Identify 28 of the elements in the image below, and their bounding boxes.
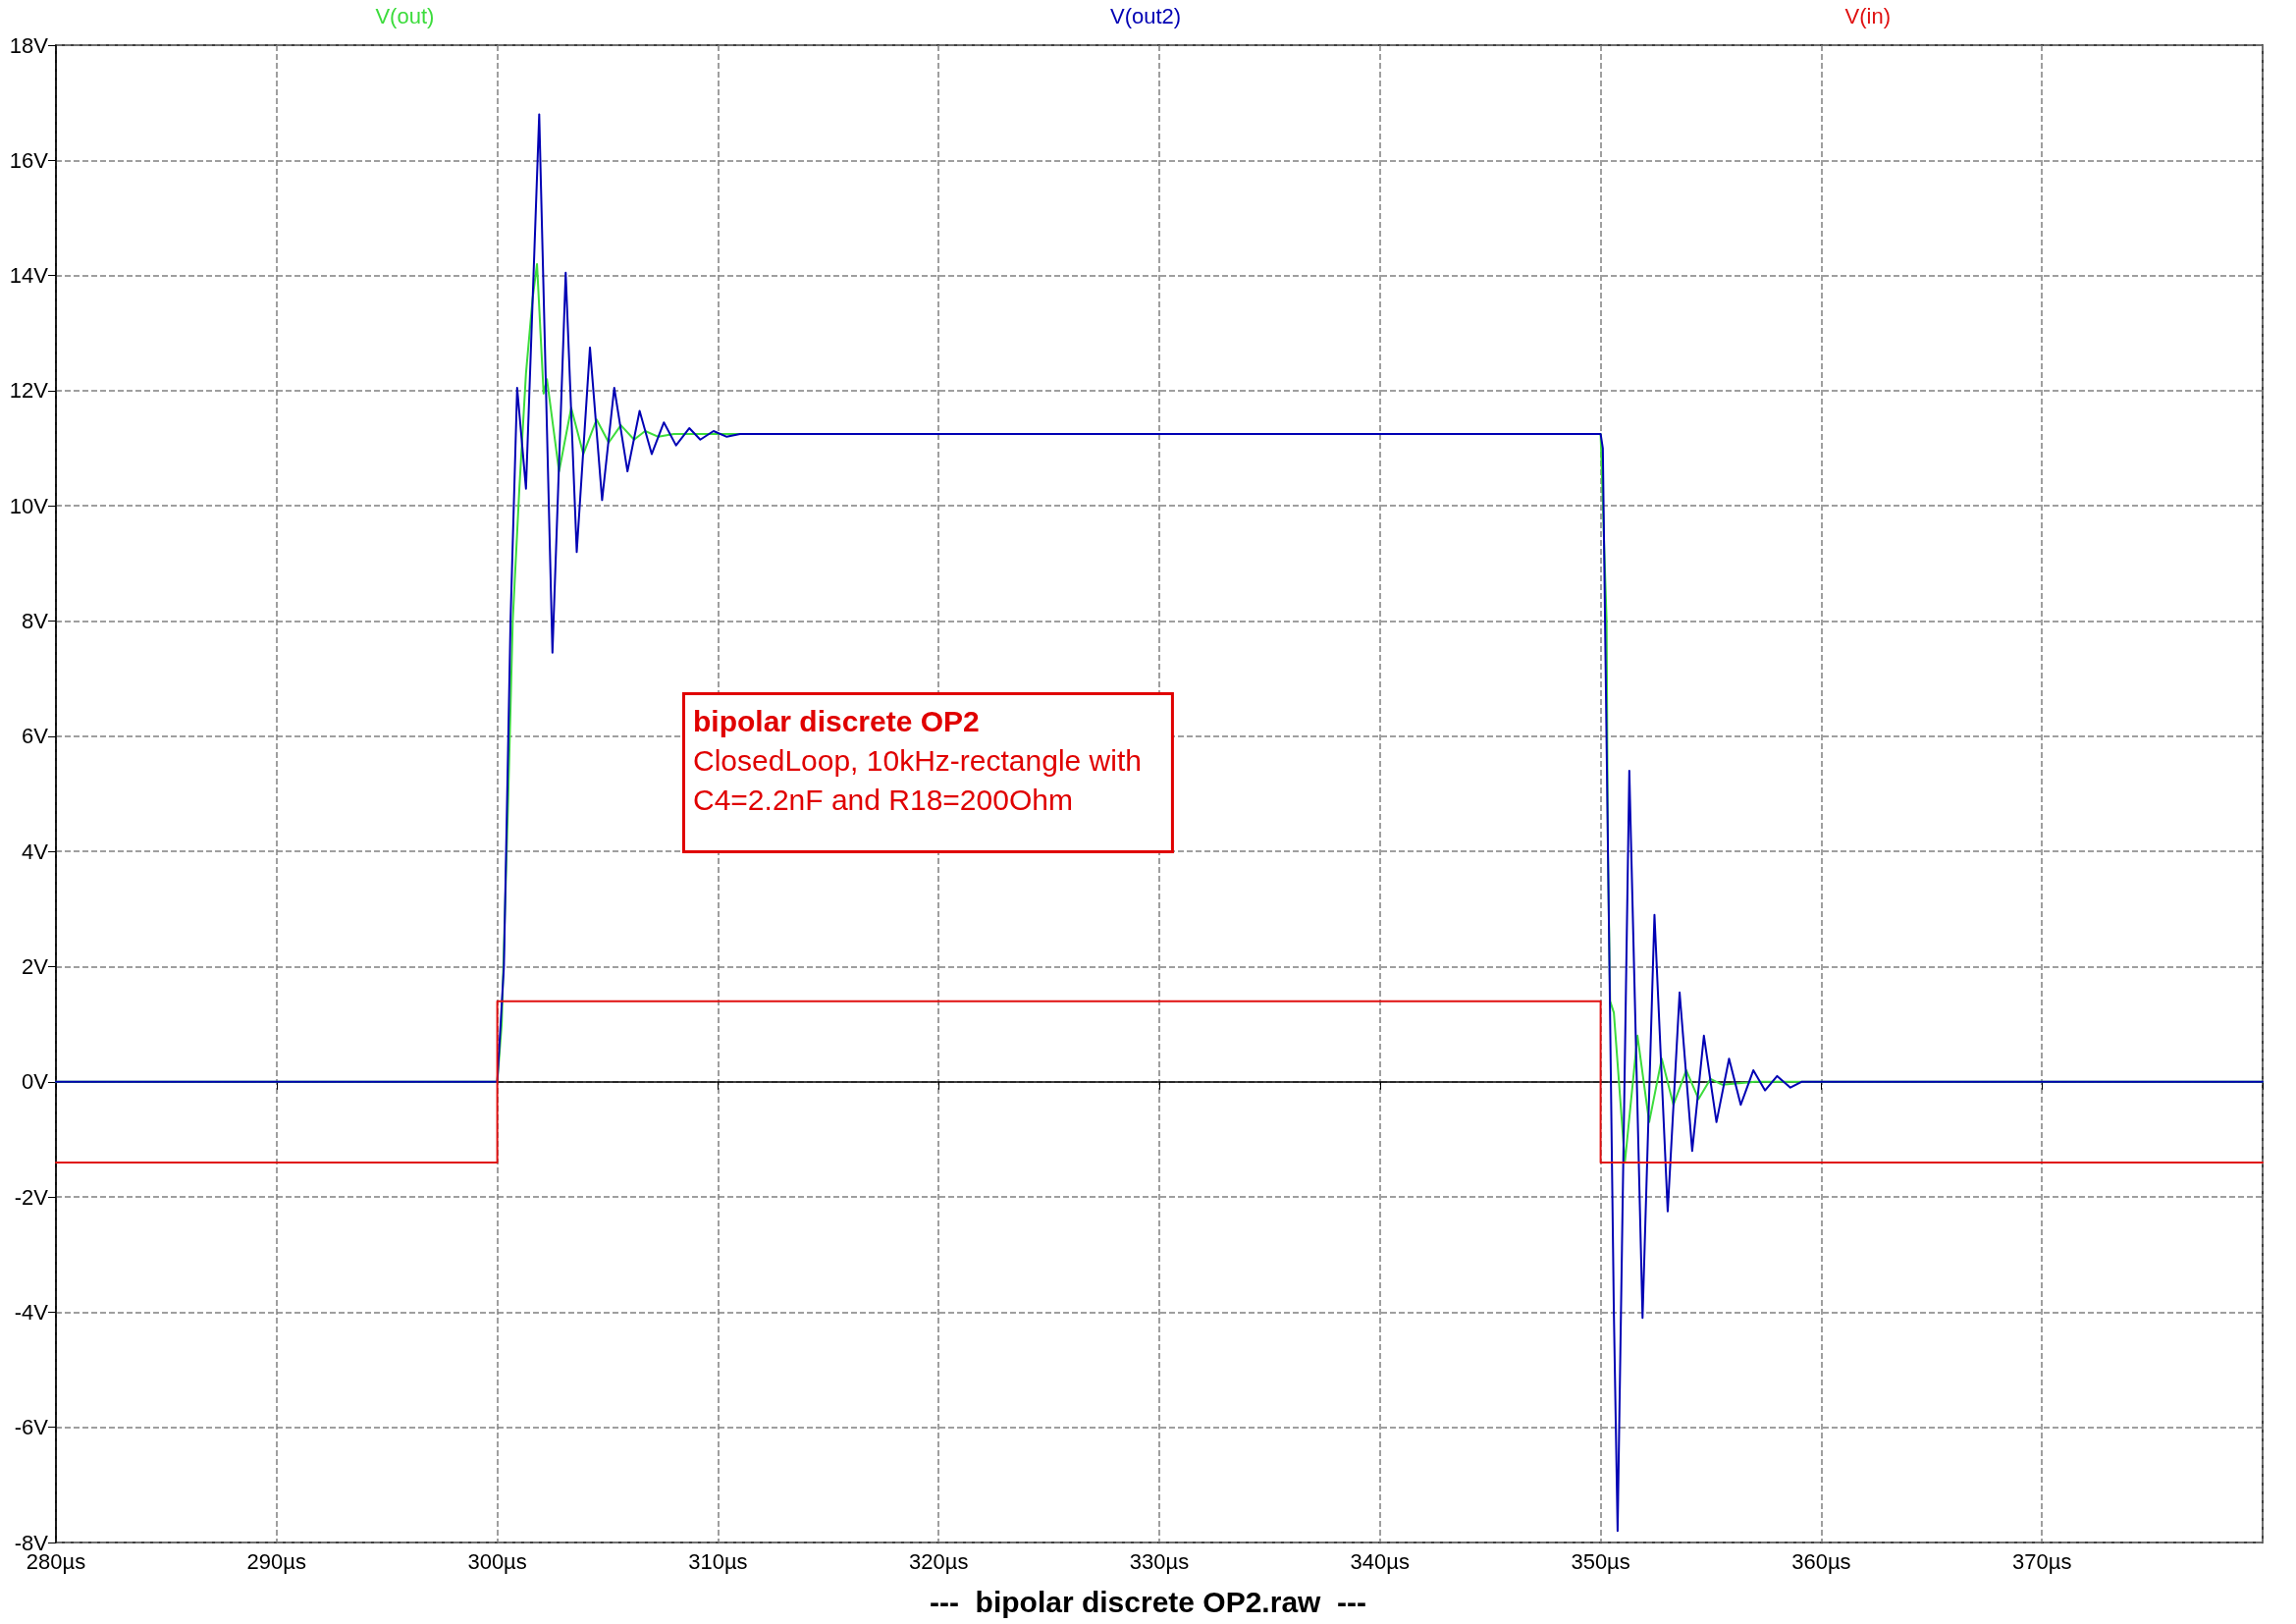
y-tick-label: -8V	[14, 1530, 49, 1555]
text: V(in)	[1844, 3, 1892, 28]
y-tick-label: 10V	[9, 493, 49, 518]
text: V(out)	[375, 3, 435, 28]
x-tick-label: 290µs	[246, 1548, 306, 1574]
text: V(out2)	[1110, 3, 1182, 28]
x-tick-label: 360µs	[1791, 1548, 1851, 1574]
y-tick-label: 16V	[9, 147, 49, 173]
x-tick-label: 300µs	[467, 1548, 527, 1574]
y-tick-label: 12V	[9, 378, 49, 404]
x-tick-label: 310µs	[688, 1548, 748, 1574]
y-tick-label: 4V	[22, 839, 49, 864]
y-tick-label: 6V	[22, 724, 49, 749]
text: --- bipolar discrete OP2.raw ---	[929, 1585, 1367, 1618]
y-tick-label: 14V	[9, 263, 49, 289]
x-tick-label: 350µs	[1571, 1548, 1630, 1574]
x-tick-label: 320µs	[909, 1548, 969, 1574]
annotation: bipolar discrete OP2 ClosedLoop, 10kHz-rectangle with C4=2.2nF and R18=200Ohm	[693, 704, 1142, 816]
x-tick-label: 340µs	[1350, 1548, 1410, 1574]
y-tick-label: 18V	[9, 32, 49, 58]
y-tick-label: -6V	[14, 1415, 49, 1440]
y-tick-label: 8V	[22, 609, 49, 634]
x-tick-label: 370µs	[2012, 1548, 2072, 1574]
x-tick-label: 330µs	[1129, 1548, 1190, 1574]
y-tick-label: -2V	[14, 1184, 49, 1210]
y-tick-label: 0V	[22, 1069, 49, 1095]
y-tick-label: 2V	[22, 953, 49, 979]
y-tick-label: -4V	[14, 1299, 49, 1325]
